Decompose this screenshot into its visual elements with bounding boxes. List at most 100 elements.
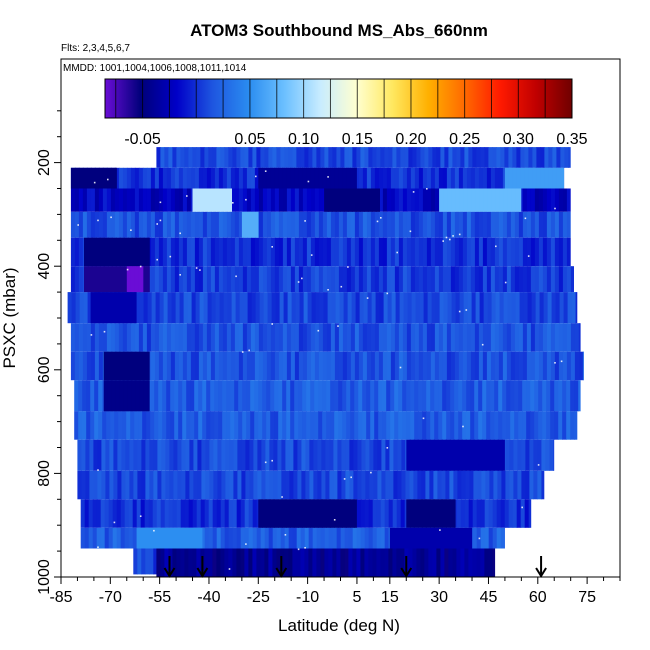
heat-cell	[218, 323, 224, 352]
heat-cell	[182, 167, 188, 189]
feature-cell	[144, 527, 150, 549]
heat-cell	[506, 323, 512, 352]
heat-cell	[574, 351, 580, 381]
heat-cell	[352, 527, 358, 549]
heat-cell	[174, 323, 180, 352]
heat-cell	[458, 266, 464, 293]
heat-cell	[238, 188, 244, 212]
heat-cell	[150, 266, 156, 293]
heat-cell	[518, 323, 524, 352]
heat-cell	[558, 211, 564, 238]
heat-cell	[250, 380, 255, 412]
heat-cell	[224, 499, 230, 528]
heat-cell	[422, 411, 427, 440]
heat-cell	[124, 527, 130, 549]
sample-dot	[347, 266, 349, 268]
feature-cell	[346, 167, 351, 189]
heat-cell	[214, 211, 220, 238]
heat-cell	[130, 167, 136, 189]
heat-cell	[521, 470, 526, 500]
sample-dot	[366, 297, 369, 299]
heat-cell	[322, 411, 327, 440]
feature-cell	[294, 167, 299, 189]
heat-cell	[442, 211, 448, 238]
sample-dot	[333, 519, 336, 521]
feature-cell	[406, 499, 411, 528]
heat-cell	[544, 147, 549, 168]
heat-cell	[190, 351, 196, 381]
heat-cell	[178, 237, 184, 267]
heat-cell	[474, 411, 479, 440]
heat-cell	[258, 188, 264, 212]
heat-cell	[368, 548, 373, 577]
heat-cell	[414, 211, 420, 238]
heat-cell	[185, 470, 190, 500]
heat-cell	[574, 380, 579, 412]
heat-cell	[446, 411, 451, 440]
feature-cell	[103, 380, 109, 412]
heat-cell	[498, 167, 504, 189]
heat-cell	[472, 499, 478, 528]
heat-cell	[382, 237, 388, 267]
heat-cell	[526, 323, 532, 352]
heat-cell	[426, 167, 432, 189]
heat-cell	[180, 548, 185, 577]
feature-cell	[130, 292, 136, 324]
heat-cell	[349, 439, 354, 471]
heat-cell	[392, 147, 397, 168]
heat-cell	[542, 211, 548, 238]
feature-cell	[336, 188, 341, 212]
heat-cell	[232, 548, 237, 577]
heat-cell	[474, 237, 480, 267]
heat-cell	[133, 548, 138, 575]
heat-cell	[421, 470, 426, 500]
feature-cell	[143, 380, 149, 412]
heat-cell	[113, 470, 118, 500]
x-axis-label: Latitude (deg N)	[278, 616, 400, 635]
heat-cell	[74, 411, 79, 440]
heat-cell	[252, 548, 257, 577]
heat-cell	[406, 411, 411, 440]
heat-cell	[564, 147, 569, 168]
heat-cell	[562, 266, 568, 293]
feature-cell	[98, 292, 104, 324]
sample-dot	[195, 267, 198, 269]
heat-cell	[387, 292, 393, 324]
colorbar-tick-label: 0.05	[234, 131, 265, 148]
heat-cell	[272, 147, 277, 168]
heat-cell	[174, 266, 180, 293]
heat-cell	[431, 292, 437, 324]
heat-cell	[212, 499, 218, 528]
heat-cell	[478, 351, 484, 381]
heat-cell	[362, 323, 368, 352]
heat-cell	[457, 470, 462, 500]
heat-cell	[406, 323, 412, 352]
heat-cell	[182, 211, 188, 238]
heat-cell	[154, 188, 160, 212]
heat-cell	[390, 237, 396, 267]
heat-cell	[204, 499, 210, 528]
heat-cell	[386, 411, 391, 440]
heat-cell	[420, 548, 425, 577]
feature-cell	[350, 167, 355, 189]
heat-cell	[414, 380, 419, 412]
heat-cell	[166, 323, 172, 352]
heat-cell	[504, 499, 510, 528]
feature-cell	[474, 439, 479, 471]
heat-cell	[308, 527, 314, 549]
heat-cell	[220, 499, 226, 528]
heat-cell	[534, 188, 540, 212]
feature-cell	[103, 351, 109, 381]
heat-cell	[338, 266, 344, 293]
heat-cell	[441, 470, 446, 500]
feature-cell	[290, 499, 295, 528]
heat-cell	[166, 380, 171, 412]
heat-cell	[562, 351, 568, 381]
heat-cell	[418, 188, 424, 212]
feature-cell	[140, 237, 145, 267]
heat-cell	[296, 548, 301, 577]
heat-cell	[238, 237, 244, 267]
heat-cell	[566, 351, 572, 381]
heat-cell	[470, 167, 476, 189]
heat-cell	[513, 470, 518, 500]
